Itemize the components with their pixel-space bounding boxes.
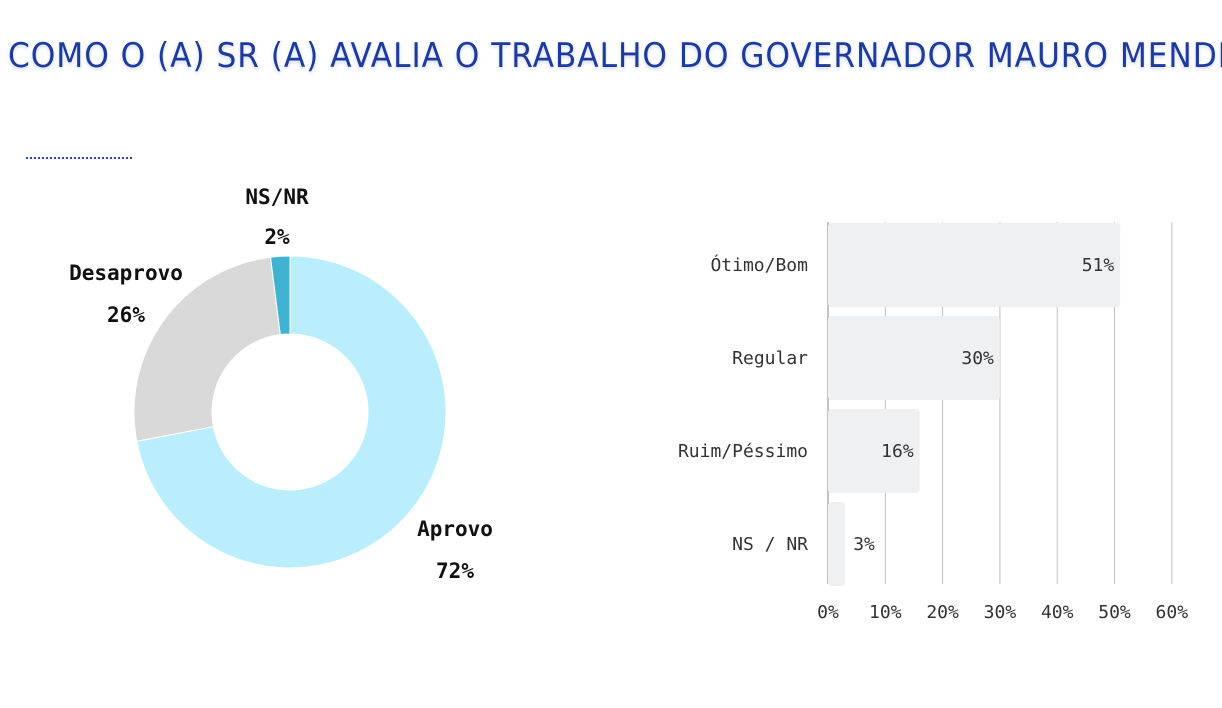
donut-slice-desaprovo bbox=[133, 256, 281, 442]
page-title: COMO O (A) SR (A) AVALIA O TRABALHO DO G… bbox=[8, 36, 1222, 76]
donut-value-aprovo: 72% bbox=[436, 559, 474, 583]
category-label-otimo-bom: Ótimo/Bom bbox=[710, 254, 808, 276]
title-underline bbox=[26, 157, 132, 159]
bar-ruim-pessimo bbox=[828, 409, 920, 493]
bar-ns-nr bbox=[828, 502, 846, 586]
x-tick-label: 20% bbox=[926, 602, 959, 623]
category-label-regular: Regular bbox=[732, 348, 808, 369]
donut-label-ns-nr: NS/NR bbox=[245, 185, 309, 209]
bar-value-label-ns-nr: 3% bbox=[853, 534, 875, 555]
donut-value-ns-nr: 2% bbox=[264, 225, 290, 249]
bar-value-label-regular: 30% bbox=[961, 348, 994, 369]
x-tick-label: 0% bbox=[817, 602, 839, 623]
x-tick-label: 40% bbox=[1041, 602, 1074, 623]
bar-regular bbox=[828, 316, 1000, 400]
bar-chart: 0% 10% 20% 30% 40% 50% 60% Ótimo/Bom 51% Regular 3… bbox=[678, 222, 1189, 623]
donut-label-aprovo: Aprovo bbox=[417, 517, 493, 541]
bar-value-label-otimo-bom: 51% bbox=[1082, 255, 1115, 276]
x-tick-label: 60% bbox=[1156, 602, 1189, 623]
donut-value-desaprovo: 26% bbox=[107, 303, 145, 327]
category-label-ruim-pessimo: Ruim/Péssimo bbox=[678, 441, 808, 462]
x-tick-label: 30% bbox=[984, 602, 1017, 623]
x-tick-label: 50% bbox=[1098, 602, 1131, 623]
donut-chart: Aprovo 72% Desaprovo 26% NS/NR 2% bbox=[69, 185, 493, 583]
x-tick-label: 10% bbox=[869, 602, 902, 623]
bar-value-label-ruim-pessimo: 16% bbox=[881, 441, 914, 462]
category-label-ns-nr: NS / NR bbox=[732, 534, 808, 555]
donut-label-desaprovo: Desaprovo bbox=[69, 261, 183, 285]
donut-slice-aprovo bbox=[136, 255, 447, 569]
bar-otimo-bom bbox=[828, 223, 1121, 307]
